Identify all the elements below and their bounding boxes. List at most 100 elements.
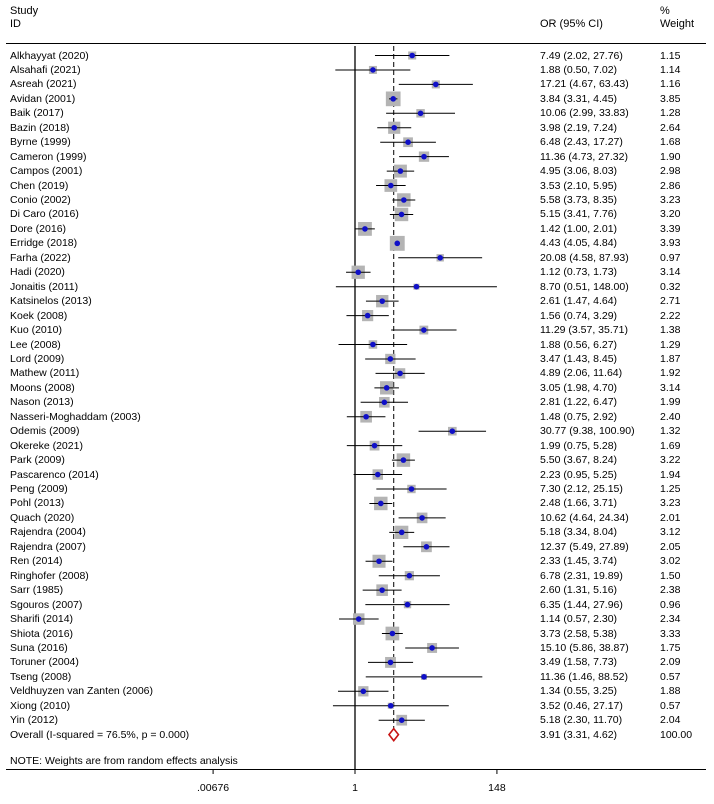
study-name: Moons (2008): [10, 381, 75, 394]
study-name: Yin (2012): [10, 714, 59, 727]
study-weight: 2.34: [660, 613, 681, 626]
study-name: Sgouros (2007): [10, 598, 83, 611]
header-id: ID: [10, 18, 21, 30]
study-ci: 30.77 (9.38, 100.90): [540, 425, 635, 438]
study-weight: 3.22: [660, 454, 681, 467]
study-weight: 3.23: [660, 194, 681, 206]
study-weight: 2.09: [660, 656, 681, 669]
point-estimate: [409, 52, 415, 59]
study-ci: 1.88 (0.56, 6.27): [540, 338, 618, 351]
study-weight: 3.12: [660, 526, 681, 539]
study-weight: 1.50: [660, 569, 681, 582]
study-name: Pohl (2013): [10, 497, 65, 510]
point-estimate: [383, 385, 390, 391]
point-estimate: [376, 558, 382, 565]
study-ci: 3.49 (1.58, 7.73): [540, 656, 618, 669]
study-name: Byrne (1999): [10, 136, 71, 149]
x-tick-label: .00676: [197, 782, 230, 794]
study-ci: 3.98 (2.19, 7.24): [540, 121, 618, 134]
study-weight: 2.71: [660, 295, 681, 308]
point-estimate: [417, 110, 424, 117]
study-ci: 1.42 (1.00, 2.01): [540, 222, 618, 235]
point-estimate: [397, 168, 404, 174]
point-estimate: [387, 659, 394, 666]
point-estimate: [360, 688, 367, 695]
point-estimate: [364, 312, 371, 319]
study-name: Erridge (2018): [10, 237, 78, 250]
study-weight: 0.57: [660, 699, 681, 712]
study-weight: 3.33: [660, 627, 681, 640]
study-weight: 2.04: [660, 714, 681, 727]
point-estimate: [355, 616, 362, 622]
study-ci: 6.78 (2.31, 19.89): [540, 569, 623, 582]
point-estimate: [400, 457, 407, 463]
point-estimate: [388, 182, 394, 189]
bottom-rule: [6, 769, 706, 770]
study-ci: 4.43 (4.05, 4.84): [540, 237, 618, 250]
study-ci: 20.08 (4.58, 87.93): [540, 251, 629, 264]
study-name: Bazin (2018): [10, 121, 70, 134]
point-estimate: [374, 471, 381, 478]
study-weight: 3.14: [660, 266, 681, 279]
study-weight: 1.94: [660, 468, 681, 481]
study-name: Baik (2017): [10, 107, 64, 120]
study-ci: 3.05 (1.98, 4.70): [540, 381, 618, 394]
point-estimate: [449, 428, 456, 435]
study-name: Ringhofer (2008): [10, 569, 89, 582]
study-name: Toruner (2004): [10, 656, 79, 669]
study-name: Lee (2008): [10, 338, 61, 351]
header-weight: Weight: [660, 18, 695, 30]
study-ci: 6.48 (2.43, 17.27): [540, 136, 623, 149]
study-name: Ren (2014): [10, 555, 63, 568]
study-name: Suna (2016): [10, 641, 68, 654]
study-weight: 2.40: [660, 410, 681, 423]
study-ci: 2.60 (1.31, 5.16): [540, 584, 618, 597]
study-weight: 1.90: [660, 150, 681, 163]
header-weight-pct: %: [660, 5, 670, 17]
study-weight: 2.98: [660, 165, 681, 178]
study-weight: 2.86: [660, 179, 681, 192]
study-name: Avidan (2001): [10, 92, 76, 105]
point-estimate: [421, 327, 427, 333]
study-name: Veldhuyzen van Zanten (2006): [10, 685, 154, 698]
study-weight: 1.25: [660, 483, 681, 495]
study-ci: 1.48 (0.75, 2.92): [540, 410, 618, 423]
study-ci: 4.89 (2.06, 11.64): [540, 367, 623, 380]
point-estimate: [421, 674, 427, 680]
study-weight: 0.97: [660, 251, 681, 264]
study-weight: 3.20: [660, 208, 681, 221]
study-weight: 3.93: [660, 237, 681, 250]
study-ci: 1.14 (0.57, 2.30): [540, 613, 618, 626]
study-name: Katsinelos (2013): [10, 295, 92, 308]
study-ci: 2.81 (1.22, 6.47): [540, 396, 618, 409]
point-estimate: [370, 341, 376, 348]
study-weight: 1.92: [660, 367, 681, 380]
study-name: Mathew (2011): [10, 367, 80, 380]
study-ci: 12.37 (5.49, 27.89): [540, 540, 629, 553]
point-estimate: [371, 442, 378, 449]
overall-label: Overall (I-squared = 76.5%, p = 0.000): [10, 728, 190, 741]
study-name: Alkhayyat (2020): [10, 49, 89, 62]
point-estimate: [394, 240, 401, 247]
study-ci: 7.30 (2.12, 25.15): [540, 483, 623, 495]
point-estimate: [405, 139, 411, 145]
header-study: Study: [10, 5, 39, 17]
study-name: Quach (2020): [10, 511, 75, 524]
x-tick-label: 148: [488, 782, 506, 794]
study-ci: 2.61 (1.47, 4.64): [540, 295, 618, 308]
study-weight: 3.23: [660, 497, 681, 510]
study-ci: 5.58 (3.73, 8.35): [540, 194, 618, 206]
study-weight: 0.32: [660, 280, 681, 293]
point-estimate: [398, 717, 405, 723]
point-estimate: [362, 226, 368, 232]
point-estimate: [433, 81, 439, 88]
study-ci: 3.52 (0.46, 27.17): [540, 699, 623, 712]
study-ci: 2.23 (0.95, 5.25): [540, 468, 618, 481]
study-ci: 5.50 (3.67, 8.24): [540, 454, 618, 467]
study-weight: 1.32: [660, 425, 681, 438]
study-weight: 1.88: [660, 685, 681, 698]
study-ci: 15.10 (5.86, 38.87): [540, 641, 629, 654]
point-estimate: [363, 413, 369, 420]
study-name: Odemis (2009): [10, 425, 80, 438]
